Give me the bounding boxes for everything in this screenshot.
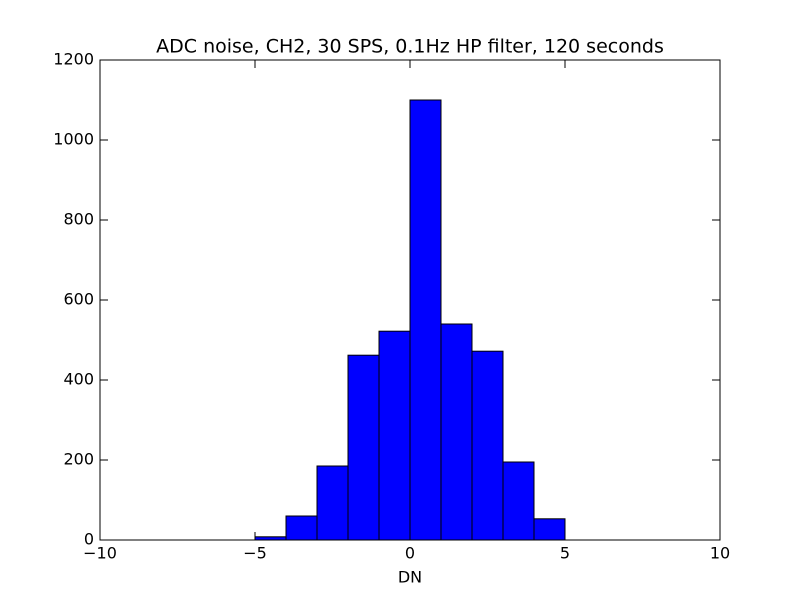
x-tick-label: 10 xyxy=(710,544,730,563)
bar xyxy=(502,461,535,541)
x-tick-label: −5 xyxy=(243,544,267,563)
y-tick-label: 600 xyxy=(63,290,94,309)
bar xyxy=(471,350,504,541)
bar xyxy=(533,518,566,541)
bar xyxy=(347,354,380,541)
bar xyxy=(316,465,349,541)
y-tick-label: 0 xyxy=(84,530,94,549)
bar xyxy=(440,323,473,541)
y-tick-label: 800 xyxy=(63,210,94,229)
bar xyxy=(378,330,411,541)
y-tick-label: 200 xyxy=(63,450,94,469)
x-tick-label: −10 xyxy=(83,544,117,563)
x-tick-label: 0 xyxy=(405,544,415,563)
y-tick-label: 1200 xyxy=(53,50,94,69)
bar xyxy=(409,99,442,541)
bar xyxy=(285,515,318,541)
x-tick-label: 5 xyxy=(560,544,570,563)
y-tick-label: 400 xyxy=(63,370,94,389)
chart-title: ADC noise, CH2, 30 SPS, 0.1Hz HP filter,… xyxy=(156,36,664,58)
x-axis-label: DN xyxy=(398,568,422,587)
y-tick-label: 1000 xyxy=(53,130,94,149)
